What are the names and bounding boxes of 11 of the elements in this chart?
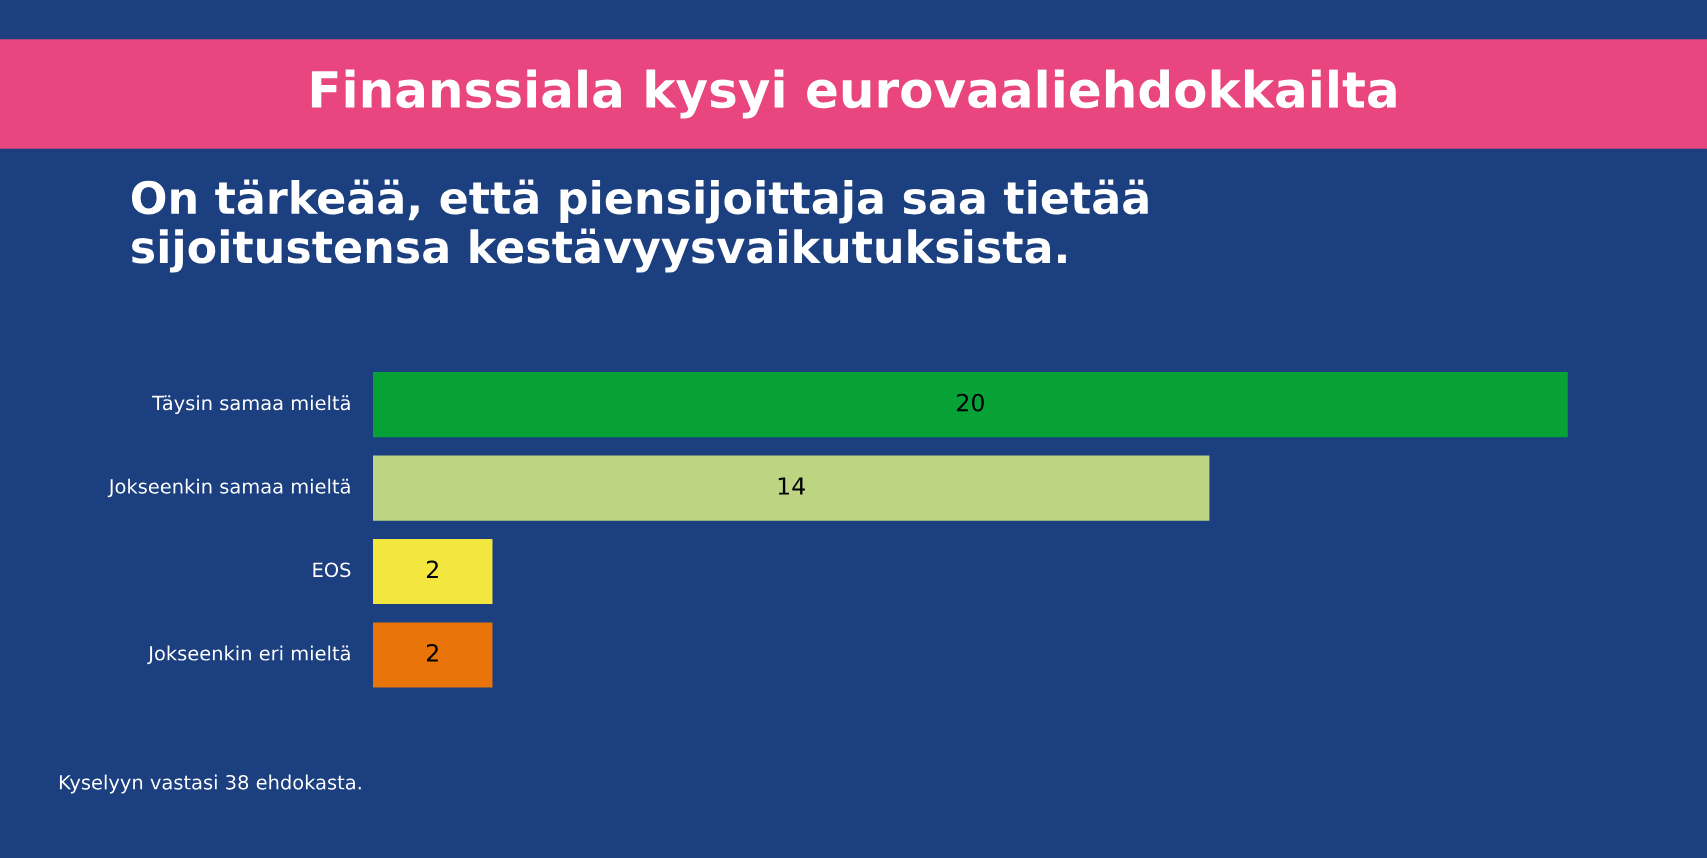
y-tick-label: EOS bbox=[313, 562, 351, 578]
text: Kyselyyn vastasi 38 ehdokasta. bbox=[59, 774, 361, 794]
y-tick-label: Täysin samaa mieltä bbox=[152, 395, 350, 415]
chart-title: Finanssiala kysyi eurovaaliehdokkailta bbox=[311, 69, 1396, 119]
data-label: 2 bbox=[426, 560, 438, 579]
data-label: 2 bbox=[426, 643, 438, 662]
y-tick-label: Jokseenkin samaa mieltä bbox=[107, 478, 350, 498]
y-tick-label: Jokseenkin eri mieltä bbox=[147, 645, 350, 665]
chart-subtitle: On tärkeää, että piensijoittaja saa tietää sijoitustensa kestävyysvaikutuksista. bbox=[131, 179, 1148, 273]
data-label: 14 bbox=[778, 477, 805, 495]
data-label: 20 bbox=[957, 393, 984, 412]
